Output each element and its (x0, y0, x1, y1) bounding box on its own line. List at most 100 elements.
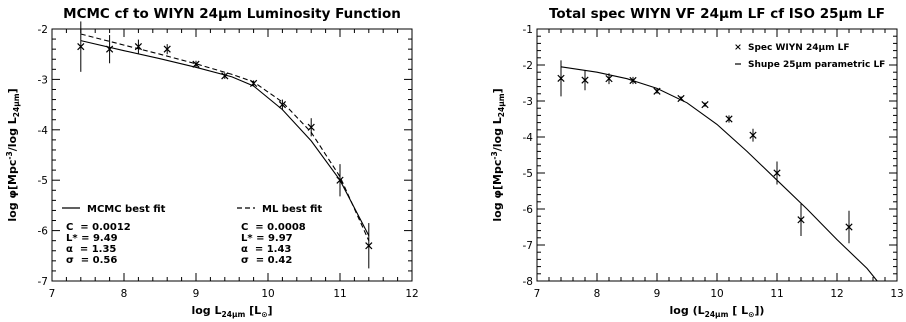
right-x-marker (845, 223, 853, 231)
left-fit-line-dashed (80, 33, 370, 241)
left-x-tick-label: 12 (405, 288, 418, 300)
right-data-point (557, 60, 565, 97)
right-x-marker (653, 87, 661, 95)
left-x-tick-label: 8 (121, 288, 128, 300)
right-data-point (605, 73, 613, 85)
left-x-marker (365, 242, 373, 250)
right-y-axis-title: log φ[Mpc-3/log L24μm] (490, 88, 506, 221)
left-data-point (163, 44, 171, 55)
fit-parameter: L* = 9.97 (241, 233, 293, 244)
legend-label: ML best fit (262, 204, 322, 215)
right-x-tick-label: 9 (654, 288, 661, 300)
legend-marker-x (735, 44, 741, 50)
left-plot-frame (51, 28, 413, 282)
left-chart-title: MCMC cf to WIYN 24μm Luminosity Function (63, 6, 401, 22)
svg-text:log (L24μm [ L⊙]): log (L24μm [ L⊙]) (670, 304, 765, 319)
fit-parameter: C = 0.0012 (66, 222, 131, 233)
left-x-marker (278, 100, 287, 109)
left-data-point (278, 99, 287, 110)
right-y-tick-label: -1 (523, 24, 533, 36)
left-x-marker (249, 79, 258, 88)
left-data-point (134, 39, 143, 54)
right-x-marker (629, 76, 637, 85)
left-x-tick-label: 11 (333, 288, 346, 300)
right-chart-title: Total spec WIYN VF 24μm LF cf ISO 25μm L… (549, 6, 885, 22)
left-y-axis-title: log φ[Mpc-3/log L24μm] (5, 88, 21, 221)
right-data-point (581, 70, 589, 91)
right-y-tick-label: -3 (523, 96, 533, 108)
right-legend: Spec WIYN 24μm LF Shupe 25μm parametric L… (735, 43, 885, 70)
right-data-point (701, 100, 709, 109)
left-data-point (249, 79, 258, 88)
right-x-axis-title: log (L24μm [ L⊙]) (670, 304, 765, 319)
right-y-tick-label: -2 (523, 60, 533, 72)
left-data-point (77, 21, 85, 72)
left-y-tick-label: -7 (38, 276, 48, 288)
left-x-marker (336, 176, 344, 184)
right-x-ticks: 7 8 9 10 11 12 13 (534, 29, 904, 300)
left-fit-line-solid (80, 40, 370, 236)
left-x-marker (163, 45, 171, 53)
left-data-point (192, 60, 200, 68)
right-data-point (749, 128, 757, 142)
left-x-marker (307, 123, 315, 131)
right-x-tick-label: 8 (594, 288, 601, 300)
right-data-point (653, 87, 661, 95)
left-x-axis-title: log L24μm [L⊙] (191, 304, 272, 319)
svg-text:log L24μm [L⊙]: log L24μm [L⊙] (191, 304, 272, 319)
right-y-tick-label: -4 (523, 132, 534, 144)
right-x-marker (725, 115, 733, 123)
left-y-tick-label: -3 (38, 74, 48, 86)
fit-parameter: α = 1.35 (66, 244, 116, 255)
right-data-point (773, 161, 781, 185)
right-x-marker (773, 169, 781, 177)
fit-parameter: L* = 9.49 (66, 233, 118, 244)
left-x-tick-label: 7 (49, 288, 56, 300)
right-data-point (725, 115, 733, 123)
left-x-marker (134, 43, 143, 51)
right-x-tick-label: 13 (890, 288, 903, 300)
right-x-tick-label: 11 (770, 288, 783, 300)
svg-text:log φ[Mpc-3/log L24μm]: log φ[Mpc-3/log L24μm] (5, 88, 21, 221)
legend-label: Shupe 25μm parametric LF (748, 60, 885, 70)
right-y-tick-label: -8 (523, 276, 533, 288)
left-x-marker (192, 60, 200, 68)
left-x-marker (105, 45, 114, 53)
right-x-marker (677, 94, 685, 103)
right-y-tick-label: -5 (523, 168, 533, 180)
panel-left: MCMC cf to WIYN 24μm Luminosity Function… (5, 6, 419, 319)
fit-parameter: σ = 0.56 (66, 255, 117, 266)
fit-parameter: σ = 0.42 (241, 255, 292, 266)
right-x-marker (701, 100, 709, 109)
right-y-ticks: -8 -7 -6 -5 -4 -3 -2 -1 (523, 24, 897, 288)
fit-parameter: α = 1.43 (241, 244, 291, 255)
left-x-marker (221, 72, 229, 80)
right-x-tick-label: 12 (830, 288, 843, 300)
left-x-tick-label: 10 (261, 288, 274, 300)
right-x-marker (797, 216, 805, 224)
legend-label: MCMC best fit (87, 204, 166, 215)
left-lines (80, 33, 370, 241)
right-x-marker (557, 74, 565, 82)
left-y-tick-label: -4 (38, 125, 49, 137)
panel-right: Total spec WIYN VF 24μm LF cf ISO 25μm L… (490, 6, 904, 319)
left-data-point (105, 35, 114, 64)
right-y-tick-label: -6 (523, 204, 534, 216)
fit-parameter: C = 0.0008 (241, 222, 306, 233)
left-y-ticks: -7 -6 -5 -4 -3 -2 (38, 24, 412, 288)
left-y-tick-label: -5 (38, 175, 48, 187)
left-x-ticks: 7 8 9 10 11 12 (49, 29, 419, 300)
right-data-point (677, 94, 685, 103)
right-x-marker (605, 75, 613, 83)
right-points (557, 60, 853, 244)
left-data-point (336, 164, 344, 197)
right-data-point (845, 210, 853, 244)
left-x-marker (77, 43, 85, 51)
right-x-tick-label: 7 (534, 288, 541, 300)
left-x-tick-label: 9 (193, 288, 200, 300)
left-data-point (221, 72, 229, 80)
legend-label: Spec WIYN 24μm LF (748, 43, 850, 53)
right-x-marker (749, 131, 757, 139)
right-data-point (797, 203, 805, 236)
